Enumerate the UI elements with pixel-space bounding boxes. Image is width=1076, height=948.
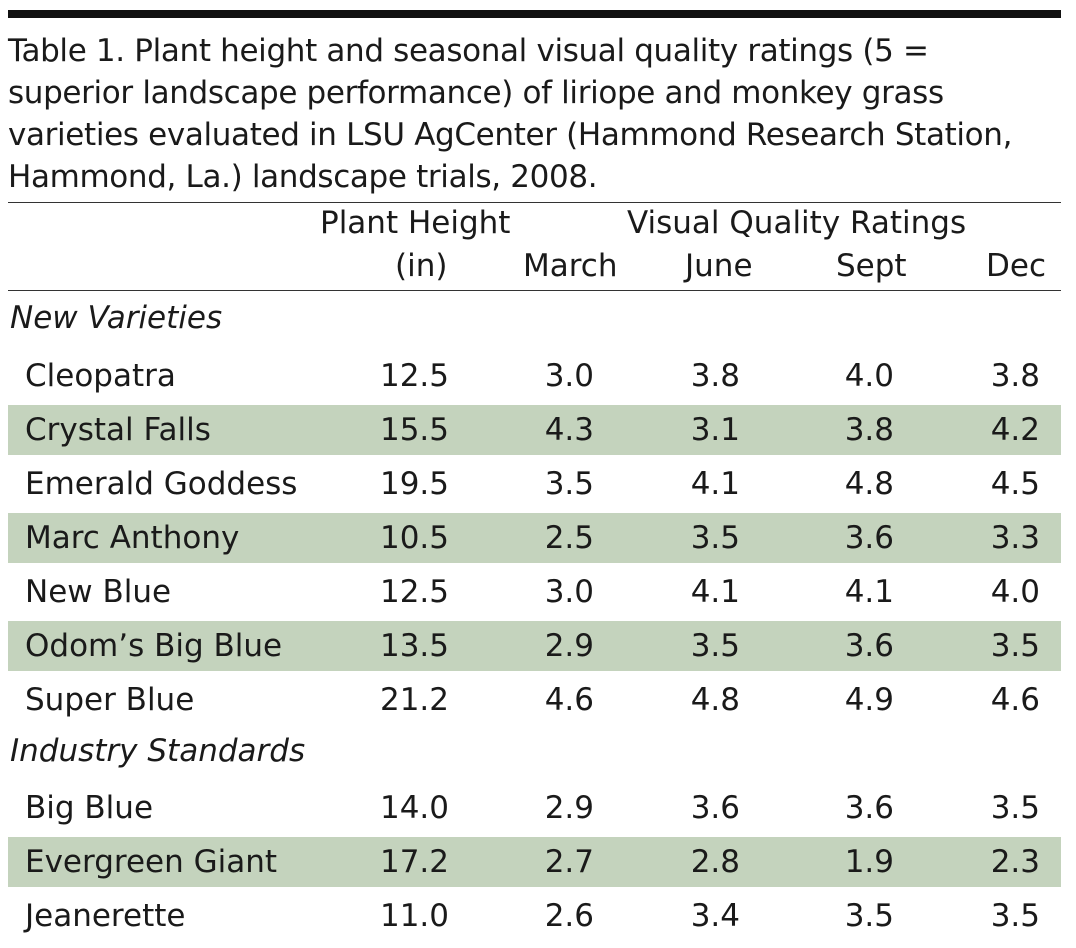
- table-row: New Blue 12.5 3.0 4.1 4.1 4.0: [8, 567, 1061, 617]
- plant-height-value: 14.0: [379, 790, 449, 826]
- table-row: Evergreen Giant 17.2 2.7 2.8 1.9 2.3: [8, 837, 1061, 887]
- caption-line: Table 1. Plant height and seasonal visua…: [8, 33, 929, 69]
- march-rating: 3.5: [544, 466, 594, 502]
- group-label-industry-standards: Industry Standards: [10, 733, 306, 769]
- march-rating: 2.7: [544, 844, 594, 880]
- june-rating: 4.8: [690, 682, 740, 718]
- march-rating: 2.9: [544, 628, 594, 664]
- sept-rating: 3.5: [844, 898, 894, 934]
- plant-height-value: 15.5: [379, 412, 449, 448]
- table-row: Super Blue 21.2 4.6 4.8 4.9 4.6: [8, 675, 1061, 725]
- variety-name: Odom’s Big Blue: [25, 628, 283, 664]
- sept-rating: 4.8: [844, 466, 894, 502]
- june-rating: 3.5: [690, 520, 740, 556]
- plant-height-value: 13.5: [379, 628, 449, 664]
- plant-height-value: 19.5: [379, 466, 449, 502]
- table-row: Big Blue 14.0 2.9 3.6 3.6 3.5: [8, 783, 1061, 833]
- variety-name: Cleopatra: [25, 358, 176, 394]
- dec-rating: 4.6: [990, 682, 1040, 718]
- june-rating: 3.8: [690, 358, 740, 394]
- caption-line: superior landscape performance) of lirio…: [8, 75, 944, 111]
- dec-rating: 3.8: [990, 358, 1040, 394]
- march-rating: 2.5: [544, 520, 594, 556]
- variety-name: Big Blue: [25, 790, 154, 826]
- table-row: Odom’s Big Blue 13.5 2.9 3.5 3.6 3.5: [8, 621, 1061, 671]
- header-plant-height: Plant Height: [320, 205, 511, 241]
- march-rating: 4.3: [544, 412, 594, 448]
- june-rating: 4.1: [690, 574, 740, 610]
- header-visual-quality: Visual Quality Ratings: [627, 205, 967, 241]
- june-rating: 4.1: [690, 466, 740, 502]
- plant-height-value: 12.5: [379, 574, 449, 610]
- table-row: Crystal Falls 15.5 4.3 3.1 3.8 4.2: [8, 405, 1061, 455]
- caption-line: varieties evaluated in LSU AgCenter (Ham…: [8, 117, 1013, 153]
- dec-rating: 3.3: [990, 520, 1040, 556]
- plant-height-value: 10.5: [379, 520, 449, 556]
- sept-rating: 3.6: [844, 520, 894, 556]
- march-rating: 3.0: [544, 574, 594, 610]
- header-plant-height-unit: (in): [395, 248, 448, 284]
- dec-rating: 4.5: [990, 466, 1040, 502]
- june-rating: 3.1: [690, 412, 740, 448]
- sept-rating: 4.9: [844, 682, 894, 718]
- june-rating: 3.6: [690, 790, 740, 826]
- header-top-rule: [8, 202, 1061, 203]
- plant-height-value: 11.0: [379, 898, 449, 934]
- variety-name: Marc Anthony: [25, 520, 240, 556]
- plant-height-value: 17.2: [379, 844, 449, 880]
- table-caption: Table 1. Plant height and seasonal visua…: [8, 30, 1063, 198]
- header-month-march: March: [523, 248, 618, 284]
- dec-rating: 3.5: [990, 898, 1040, 934]
- top-rule: [8, 10, 1061, 18]
- table-row: Marc Anthony 10.5 2.5 3.5 3.6 3.3: [8, 513, 1061, 563]
- table-row: Emerald Goddess 19.5 3.5 4.1 4.8 4.5: [8, 459, 1061, 509]
- dec-rating: 2.3: [990, 844, 1040, 880]
- variety-name: Evergreen Giant: [25, 844, 278, 880]
- group-label-new-varieties: New Varieties: [10, 300, 223, 336]
- table-row: Jeanerette 11.0 2.6 3.4 3.5 3.5: [8, 891, 1061, 941]
- variety-name: Emerald Goddess: [25, 466, 298, 502]
- header-month-dec: Dec: [986, 248, 1046, 284]
- header-month-sept: Sept: [836, 248, 907, 284]
- sept-rating: 4.1: [844, 574, 894, 610]
- dec-rating: 4.0: [990, 574, 1040, 610]
- sept-rating: 3.6: [844, 628, 894, 664]
- march-rating: 2.9: [544, 790, 594, 826]
- march-rating: 2.6: [544, 898, 594, 934]
- dec-rating: 3.5: [990, 790, 1040, 826]
- sept-rating: 3.8: [844, 412, 894, 448]
- variety-name: Crystal Falls: [25, 412, 211, 448]
- variety-name: Super Blue: [25, 682, 195, 718]
- march-rating: 4.6: [544, 682, 594, 718]
- june-rating: 3.5: [690, 628, 740, 664]
- variety-name: New Blue: [25, 574, 172, 610]
- dec-rating: 4.2: [990, 412, 1040, 448]
- march-rating: 3.0: [544, 358, 594, 394]
- plant-height-value: 21.2: [379, 682, 449, 718]
- sept-rating: 4.0: [844, 358, 894, 394]
- sept-rating: 1.9: [844, 844, 894, 880]
- variety-name: Jeanerette: [25, 898, 186, 934]
- header-month-june: June: [685, 248, 753, 284]
- sept-rating: 3.6: [844, 790, 894, 826]
- dec-rating: 3.5: [990, 628, 1040, 664]
- june-rating: 3.4: [690, 898, 740, 934]
- caption-line: Hammond, La.) landscape trials, 2008.: [8, 159, 598, 195]
- header-bottom-rule: [8, 290, 1061, 291]
- june-rating: 2.8: [690, 844, 740, 880]
- table-row: Cleopatra 12.5 3.0 3.8 4.0 3.8: [8, 351, 1061, 401]
- plant-height-value: 12.5: [379, 358, 449, 394]
